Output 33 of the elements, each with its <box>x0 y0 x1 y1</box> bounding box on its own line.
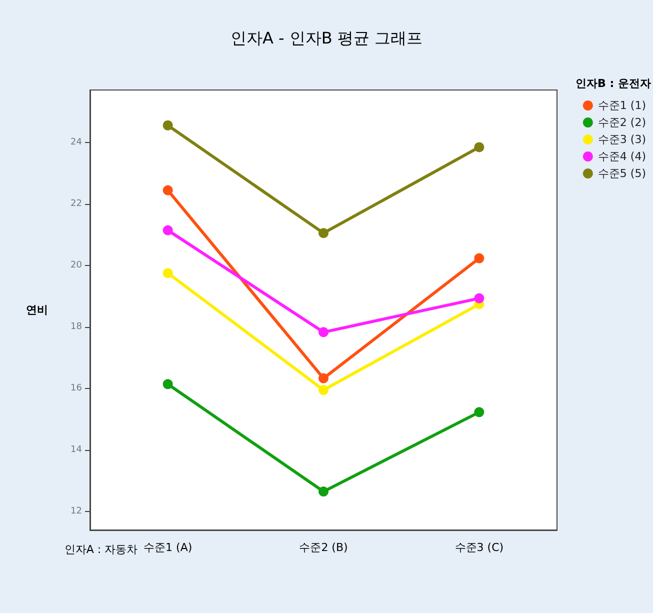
y-tick-label: 18 <box>70 322 82 332</box>
legend-label: 수준2 (2) <box>598 116 646 129</box>
x-axis-title: 인자A : 자동차 <box>64 543 138 556</box>
point <box>162 185 173 196</box>
point <box>318 327 328 338</box>
legend-label: 수준1 (1) <box>598 99 646 112</box>
y-axis-title: 연비 <box>26 304 48 316</box>
y-tick-label: 14 <box>70 445 82 455</box>
x-tick-label: 수준3 (C) <box>454 541 504 554</box>
point <box>162 120 173 130</box>
y-tick-label: 16 <box>70 383 82 394</box>
y-tick-label: 22 <box>70 198 82 209</box>
point <box>474 253 484 264</box>
point <box>474 293 484 304</box>
point <box>162 225 173 236</box>
legend-title: 인자B : 운전자 <box>576 77 652 90</box>
point <box>162 379 173 390</box>
point <box>474 142 484 152</box>
x-tick-label: 수준2 (B) <box>299 541 348 554</box>
legend-label: 수준3 (3) <box>598 133 646 146</box>
legend-label: 수준5 (5) <box>598 167 646 180</box>
point <box>318 385 328 395</box>
chart-title: 인자A - 인자B 평균 그래프 <box>230 28 423 48</box>
point <box>318 228 328 238</box>
legend-label: 수준4 (4) <box>598 150 646 163</box>
point <box>474 407 484 418</box>
y-tick-label: 20 <box>70 260 82 270</box>
x-tick-label: 수준1 (A) <box>144 541 192 554</box>
y-tick-label: 12 <box>70 506 82 517</box>
point <box>318 486 328 497</box>
point <box>162 268 173 278</box>
y-tick-label: 24 <box>70 137 82 148</box>
point <box>318 373 328 384</box>
